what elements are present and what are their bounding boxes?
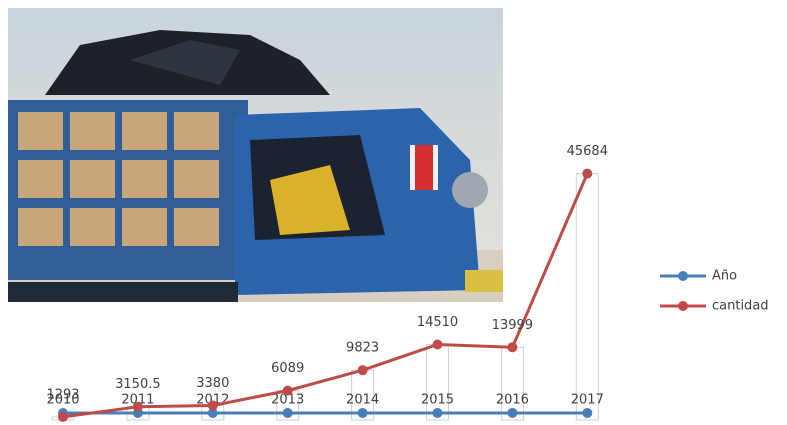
point [282, 407, 293, 418]
point [207, 407, 218, 418]
point [132, 401, 143, 412]
data-label: 2010 [46, 392, 79, 407]
point [432, 339, 443, 350]
data-label: 14510 [417, 315, 458, 330]
data-label: 3380 [196, 376, 229, 391]
data-label: 3150.5 [115, 377, 161, 392]
series-line [62, 173, 589, 419]
legend-marker [678, 271, 688, 281]
data-label: 2015 [421, 392, 454, 407]
point [507, 407, 518, 418]
legend-marker [678, 301, 688, 311]
point [432, 407, 443, 418]
legend-label: Año [712, 269, 737, 284]
point [207, 400, 218, 411]
data-label: 2014 [346, 392, 379, 407]
data-label: 2011 [121, 392, 154, 407]
data-label: 1293 [46, 387, 79, 402]
data-label: 2017 [571, 392, 604, 407]
point [357, 407, 368, 418]
data-label: 2013 [271, 392, 304, 407]
data-label: 2016 [496, 392, 529, 407]
point [582, 168, 593, 179]
value-box [575, 173, 599, 421]
point [507, 342, 518, 353]
data-label: 9823 [346, 341, 379, 356]
legend-label: cantidad [712, 299, 769, 314]
data-label: 45684 [567, 144, 608, 159]
point [582, 407, 593, 418]
point [58, 411, 68, 422]
data-label: 13999 [492, 318, 533, 333]
point [357, 365, 368, 376]
photo [8, 8, 503, 302]
point [282, 385, 293, 396]
data-label: 6089 [271, 361, 304, 376]
